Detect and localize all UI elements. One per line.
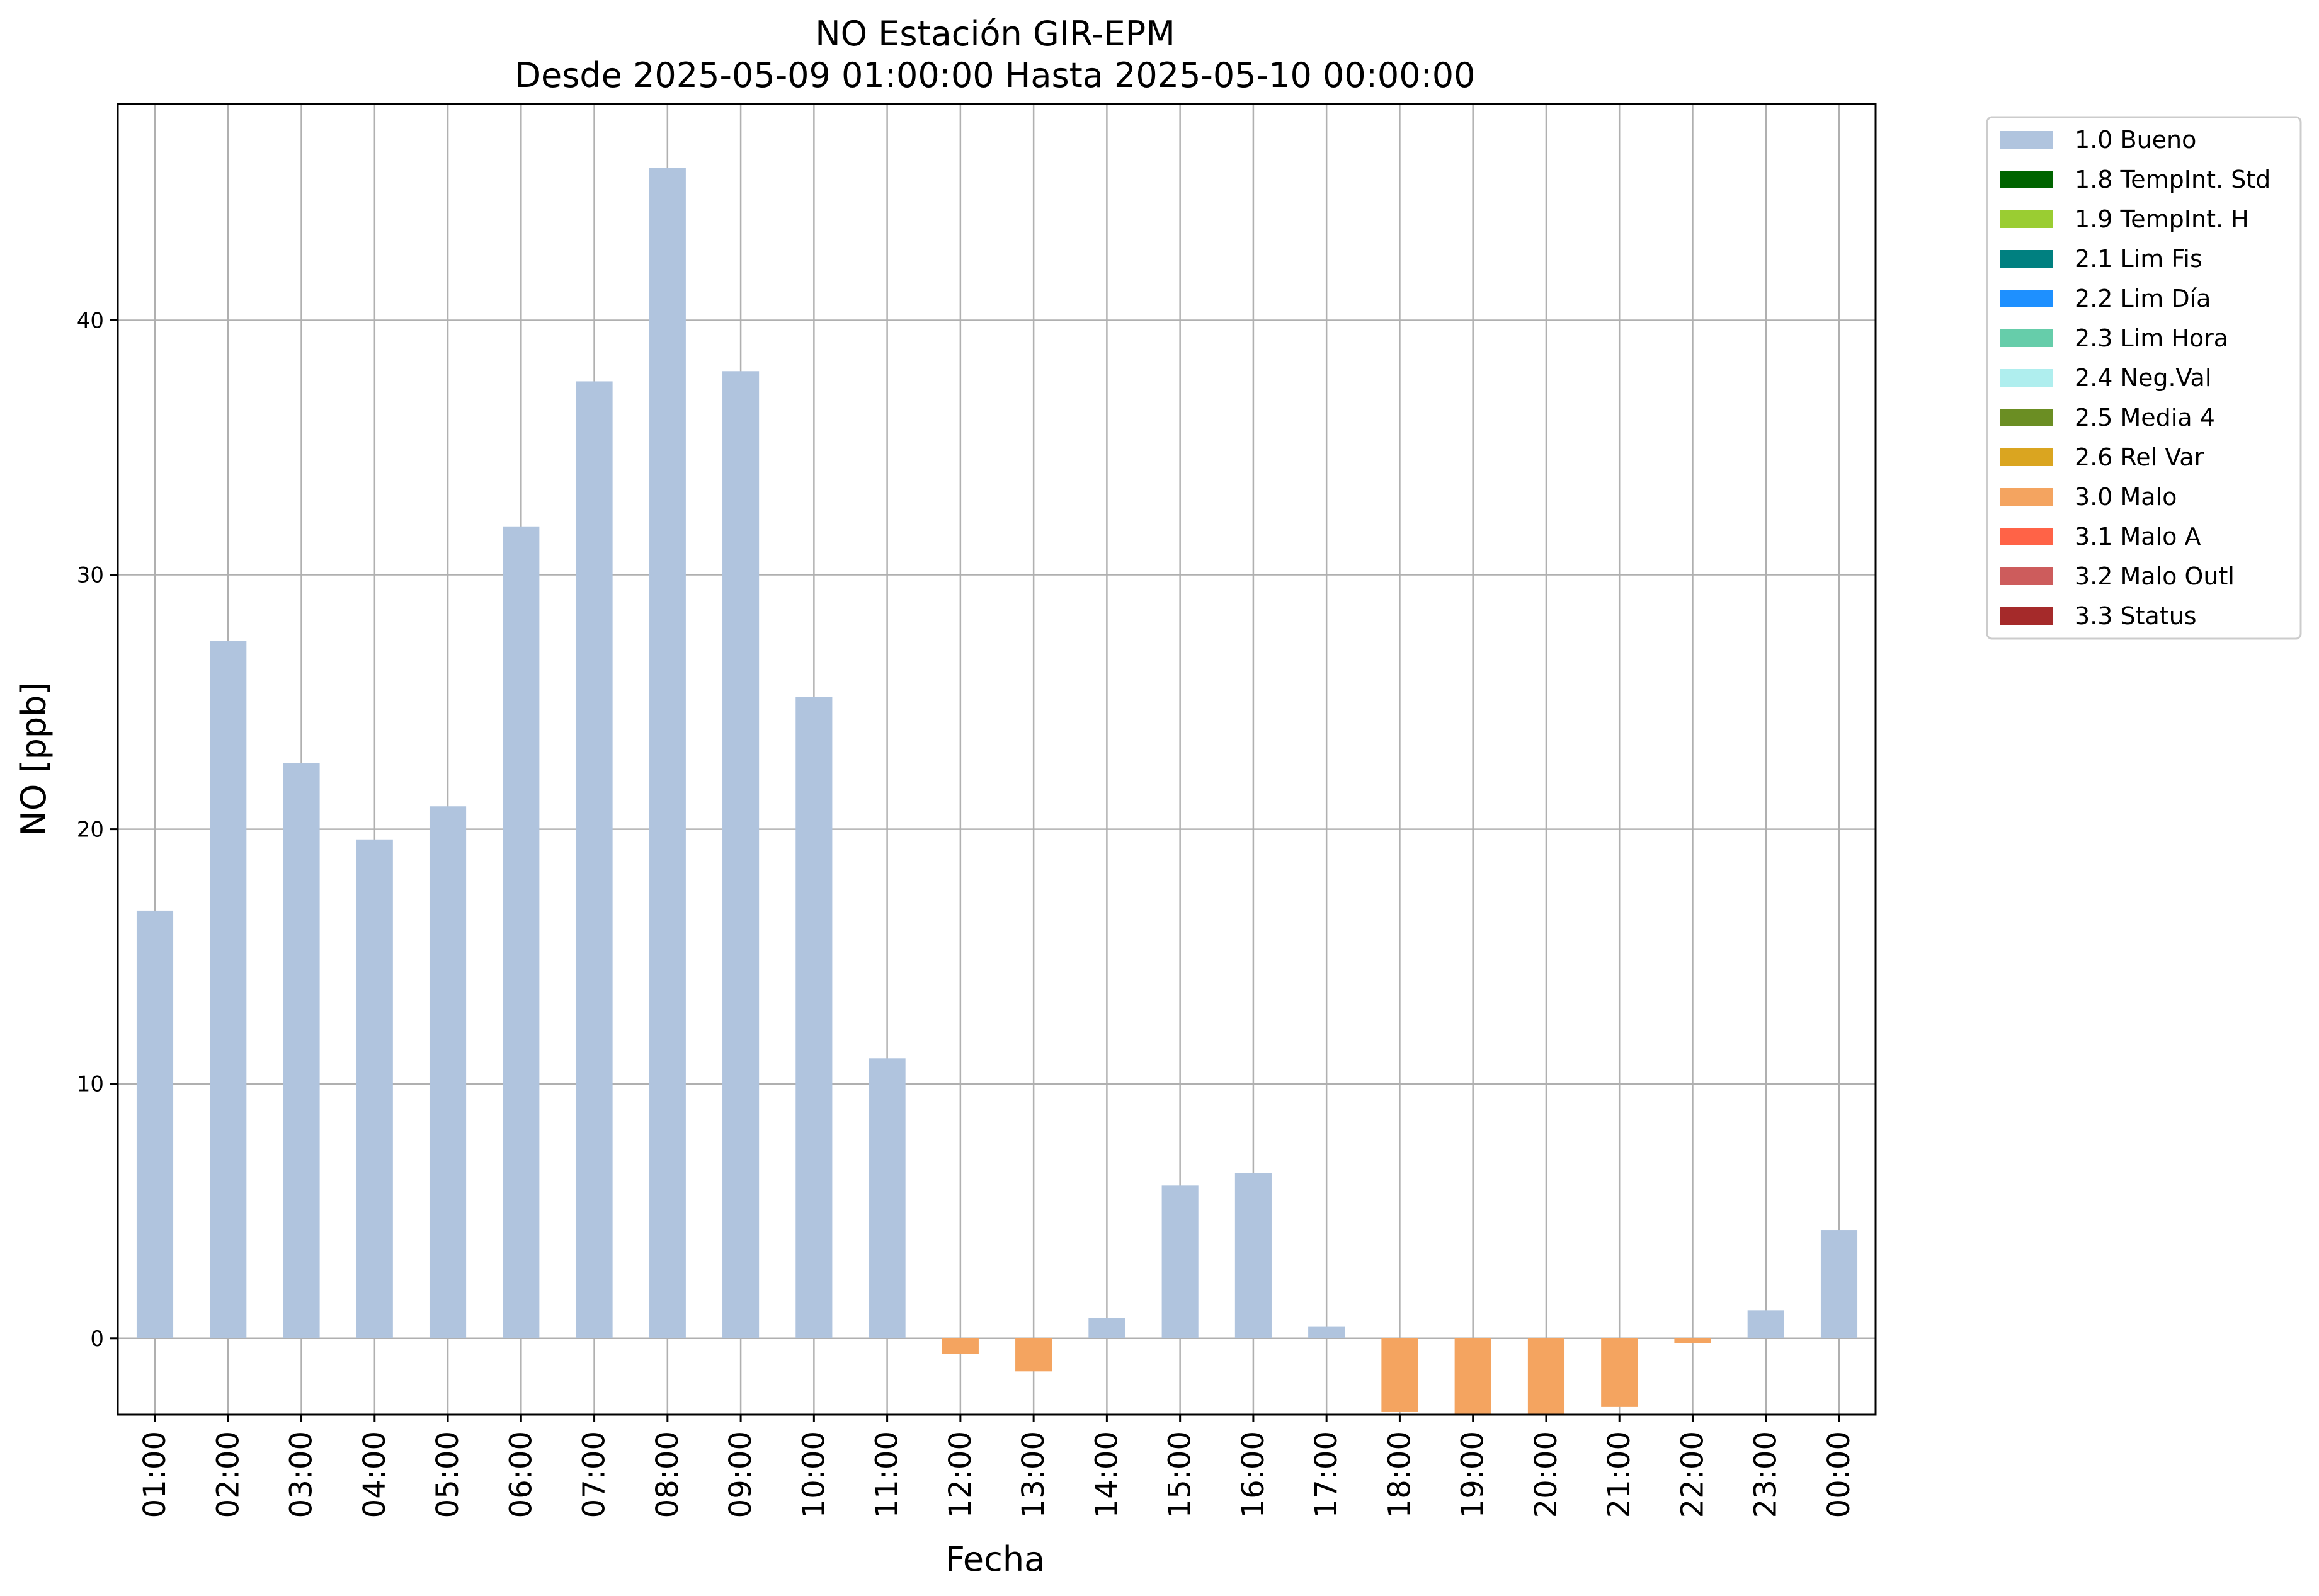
legend-swatch: [2000, 488, 2053, 506]
plot-frame: [117, 103, 1877, 1416]
bar-0100: [136, 910, 174, 1338]
bar-0400: [356, 839, 393, 1338]
x-tick-label: 19:00: [1456, 1431, 1491, 1518]
legend-label: 2.5 Media 4: [2075, 404, 2215, 431]
x-tick-label: 12:00: [943, 1431, 978, 1518]
chart-title: NO Estación GIR-EPM: [815, 14, 1175, 54]
legend-swatch: [2000, 171, 2053, 188]
legend-label: 1.9 TempInt. H: [2075, 205, 2249, 233]
legend: 1.0 Bueno 1.8 TempInt. Std 1.9 TempInt. H 2…: [1986, 116, 2302, 640]
legend-label: 2.2 Lim Día: [2075, 285, 2211, 312]
x-axis-label: Fecha: [945, 1539, 1045, 1579]
x-tick-label: 18:00: [1382, 1431, 1417, 1518]
x-tick-label: 13:00: [1016, 1431, 1051, 1518]
legend-label: 3.0 Malo: [2075, 483, 2177, 511]
bar-0000: [1820, 1230, 1858, 1338]
x-tick-label: 16:00: [1236, 1431, 1271, 1518]
y-axis-label: NO [ppb]: [14, 681, 54, 836]
grid-lines: [118, 104, 1876, 1415]
bar-1800: [1381, 1338, 1418, 1412]
legend-frame: [1986, 116, 2302, 640]
x-tick-label: 02:00: [210, 1431, 246, 1518]
x-tick-label: 03:00: [284, 1431, 319, 1518]
bar-2000: [1527, 1338, 1565, 1415]
x-tick-label: 05:00: [430, 1431, 465, 1518]
legend-swatch: [2000, 567, 2053, 585]
x-tick-label: 04:00: [357, 1431, 392, 1518]
legend-swatch: [2000, 448, 2053, 466]
y-axis-ticks: 0 10 20 30 40: [77, 308, 118, 1352]
legend-label: 3.3 Status: [2075, 602, 2197, 630]
bar-1900: [1454, 1338, 1491, 1415]
x-tick-label: 20:00: [1529, 1431, 1564, 1518]
bar-1400: [1088, 1318, 1125, 1338]
x-tick-label: 09:00: [723, 1431, 758, 1518]
x-tick-label: 08:00: [650, 1431, 685, 1518]
x-tick-label: 17:00: [1309, 1431, 1344, 1518]
legend-swatch: [2000, 528, 2053, 545]
y-tick-label: 0: [90, 1326, 104, 1352]
x-tick-label: 07:00: [577, 1431, 612, 1518]
chart-subtitle: Desde 2025-05-09 01:00:00 Hasta 2025-05-…: [515, 55, 1475, 95]
legend-label: 3.1 Malo A: [2075, 523, 2201, 550]
legend-swatch: [2000, 409, 2053, 426]
bar-2300: [1747, 1310, 1784, 1338]
legend-swatch: [2000, 369, 2053, 387]
x-tick-label: 23:00: [1748, 1431, 1784, 1518]
legend-label: 2.6 Rel Var: [2075, 443, 2204, 471]
bar-0800: [649, 168, 686, 1338]
x-tick-label: 01:00: [137, 1431, 173, 1518]
bar-0200: [210, 641, 247, 1338]
legend-label: 2.1 Lim Fis: [2075, 245, 2202, 273]
bar-2100: [1601, 1338, 1638, 1407]
x-tick-label: 10:00: [796, 1431, 831, 1518]
legend-label: 2.4 Neg.Val: [2075, 364, 2211, 392]
legend-swatch: [2000, 131, 2053, 149]
bar-1300: [1015, 1338, 1052, 1372]
y-tick-label: 20: [77, 818, 104, 843]
bar-1000: [795, 697, 833, 1338]
bars: [136, 168, 1858, 1415]
x-axis-ticks: 01:00 02:00 03:00 04:00 05:00 06:00 07:00 08:00…: [137, 1415, 1857, 1518]
bar-0600: [503, 526, 540, 1338]
legend-swatch: [2000, 210, 2053, 228]
bar-0700: [576, 381, 613, 1338]
legend-swatch: [2000, 329, 2053, 347]
bar-2200: [1674, 1338, 1711, 1343]
x-tick-label: 06:00: [503, 1431, 538, 1518]
bar-1600: [1234, 1173, 1272, 1338]
y-tick-label: 10: [77, 1072, 104, 1097]
bar-0300: [283, 763, 320, 1338]
legend-label: 2.3 Lim Hora: [2075, 324, 2228, 352]
legend-swatch: [2000, 250, 2053, 268]
x-tick-label: 15:00: [1163, 1431, 1198, 1518]
legend-swatch: [2000, 607, 2053, 625]
x-tick-label: 00:00: [1821, 1431, 1857, 1518]
bar-0900: [722, 371, 760, 1338]
y-tick-label: 30: [77, 563, 104, 588]
y-tick-label: 40: [77, 308, 104, 333]
bar-1100: [869, 1058, 906, 1338]
legend-label: 1.8 TempInt. Std: [2075, 166, 2271, 193]
bar-1700: [1308, 1326, 1345, 1338]
bar-0500: [429, 806, 467, 1338]
bar-1500: [1161, 1185, 1199, 1338]
x-tick-label: 22:00: [1675, 1431, 1710, 1518]
legend-label: 1.0 Bueno: [2075, 126, 2196, 154]
legend-label: 3.2 Malo Outl: [2075, 562, 2235, 590]
bar-1200: [942, 1338, 979, 1354]
x-tick-label: 14:00: [1089, 1431, 1124, 1518]
legend-swatch: [2000, 290, 2053, 307]
x-tick-label: 21:00: [1602, 1431, 1637, 1518]
x-tick-label: 11:00: [870, 1431, 905, 1518]
